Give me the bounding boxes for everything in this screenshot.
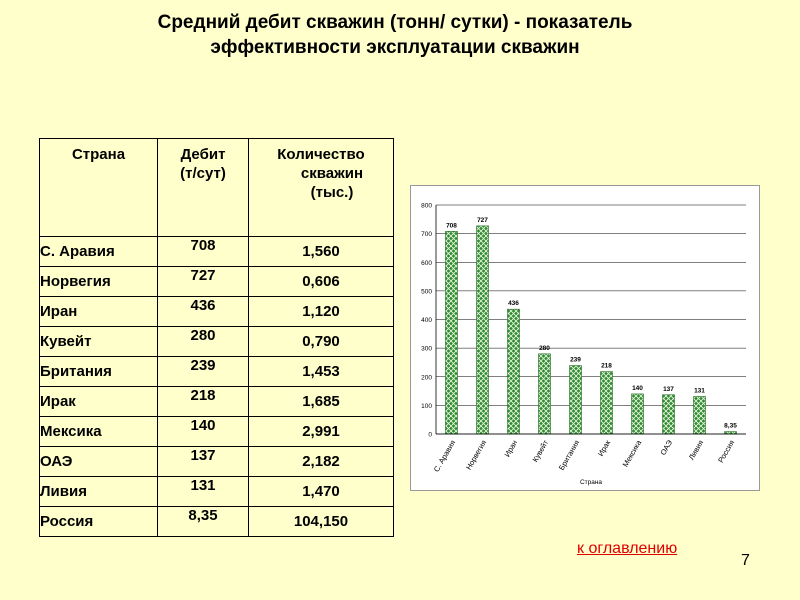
table-row: Британия 239 1,453 bbox=[39, 356, 394, 387]
table-row: Ливия 131 1,470 bbox=[39, 476, 394, 507]
y-tick-label: 600 bbox=[421, 260, 432, 267]
bar bbox=[569, 365, 582, 435]
y-tick-label: 300 bbox=[421, 346, 432, 353]
header-debit-line1: Дебит bbox=[180, 146, 226, 163]
table-row: Россия 8,35 104,150 bbox=[39, 506, 394, 537]
cell-wells: 0,606 bbox=[248, 266, 394, 297]
cell-wells: 104,150 bbox=[248, 506, 394, 537]
data-label: 708 bbox=[446, 222, 457, 229]
cell-wells: 1,120 bbox=[248, 296, 394, 327]
bar bbox=[445, 231, 458, 435]
cell-wells: 1,560 bbox=[248, 236, 394, 267]
bar bbox=[476, 225, 489, 435]
x-tick-label: Ливия bbox=[687, 439, 705, 462]
table-row: Норвегия 727 0,606 bbox=[39, 266, 394, 297]
slide-title: Средний дебит скважин (тонн/ сутки) - по… bbox=[80, 10, 710, 60]
table-row: Ирак 218 1,685 bbox=[39, 386, 394, 417]
data-label: 436 bbox=[508, 300, 519, 307]
header-country: Страна bbox=[39, 138, 158, 237]
cell-wells: 1,470 bbox=[248, 476, 394, 507]
cell-debit: 140 bbox=[157, 416, 249, 447]
bar bbox=[693, 396, 706, 435]
data-label: 131 bbox=[694, 388, 705, 395]
header-wells-line3: (тыс.) bbox=[310, 184, 354, 201]
cell-country: С. Аравия bbox=[39, 236, 158, 267]
header-wells: Количество скважин (тыс.) bbox=[248, 138, 394, 237]
data-label: 727 bbox=[477, 217, 488, 224]
y-tick-label: 400 bbox=[421, 317, 432, 324]
y-tick-label: 0 bbox=[428, 432, 432, 439]
header-wells-line1: Количество bbox=[277, 146, 365, 163]
bar bbox=[507, 308, 520, 435]
cell-debit: 436 bbox=[157, 296, 249, 327]
cell-wells: 2,182 bbox=[248, 446, 394, 477]
table-row: С. Аравия 708 1,560 bbox=[39, 236, 394, 267]
bar-chart: 0 100 200 300 400 500 600 700 800 708 С. Аравия 727… bbox=[410, 185, 760, 491]
cell-debit: 8,35 bbox=[157, 506, 249, 537]
data-label: 218 bbox=[601, 363, 612, 370]
cell-country: Иран bbox=[39, 296, 158, 327]
x-tick-label: Кувейт bbox=[531, 438, 551, 464]
table-row: Мексика 140 2,991 bbox=[39, 416, 394, 447]
cell-country: Россия bbox=[39, 506, 158, 537]
table-row: Иран 436 1,120 bbox=[39, 296, 394, 327]
bar bbox=[662, 394, 675, 435]
y-tick-label: 200 bbox=[421, 374, 432, 381]
x-tick-label: ОАЭ bbox=[658, 438, 674, 457]
table-header-row: Страна Дебит (т/сут) Количество скважин … bbox=[39, 138, 394, 237]
cell-debit: 131 bbox=[157, 476, 249, 507]
x-tick-label: Норвегия bbox=[464, 439, 488, 472]
x-tick-label: Британия bbox=[557, 439, 581, 472]
cell-debit: 239 bbox=[157, 356, 249, 387]
y-tick-label: 500 bbox=[421, 288, 432, 295]
slide-title-line2: эффективности эксплуатации скважин bbox=[210, 37, 580, 58]
cell-country: Мексика bbox=[39, 416, 158, 447]
bar-chart-svg: 0 100 200 300 400 500 600 700 800 708 С. Аравия 727… bbox=[421, 203, 746, 486]
bar bbox=[538, 353, 551, 435]
toc-link[interactable]: к оглавлению bbox=[577, 540, 678, 557]
x-tick-label: Россия bbox=[716, 439, 736, 465]
data-label: 280 bbox=[539, 345, 550, 352]
cell-country: Кувейт bbox=[39, 326, 158, 357]
cell-wells: 0,790 bbox=[248, 326, 394, 357]
cell-wells: 1,685 bbox=[248, 386, 394, 417]
bar bbox=[600, 371, 613, 435]
y-tick-label: 100 bbox=[421, 403, 432, 410]
y-tick-label: 700 bbox=[421, 231, 432, 238]
table-row: ОАЭ 137 2,182 bbox=[39, 446, 394, 477]
cell-wells: 1,453 bbox=[248, 356, 394, 387]
cell-country: ОАЭ bbox=[39, 446, 158, 477]
table-row: Кувейт 280 0,790 bbox=[39, 326, 394, 357]
y-tick-label: 800 bbox=[421, 203, 432, 210]
debit-table: Страна Дебит (т/сут) Количество скважин … bbox=[39, 138, 394, 537]
cell-debit: 137 bbox=[157, 446, 249, 477]
page-number: 7 bbox=[741, 552, 750, 569]
data-label: 8,35 bbox=[724, 423, 737, 430]
cell-country: Британия bbox=[39, 356, 158, 387]
cell-wells: 2,991 bbox=[248, 416, 394, 447]
x-axis-label: Страна bbox=[580, 479, 602, 486]
x-tick-label: Ирак bbox=[596, 438, 613, 458]
cell-debit: 727 bbox=[157, 266, 249, 297]
x-tick-label: Мексика bbox=[621, 438, 644, 469]
header-country-label: Страна bbox=[71, 146, 126, 163]
data-label: 137 bbox=[663, 386, 674, 393]
header-wells-line2: скважин bbox=[300, 165, 364, 182]
cell-country: Норвегия bbox=[39, 266, 158, 297]
bar bbox=[631, 393, 644, 435]
header-debit-line2: (т/сут) bbox=[180, 165, 226, 182]
data-label: 239 bbox=[570, 357, 581, 364]
cell-country: Ирак bbox=[39, 386, 158, 417]
slide-title-line1: Средний дебит скважин (тонн/ сутки) - по… bbox=[157, 12, 633, 33]
cell-debit: 218 bbox=[157, 386, 249, 417]
cell-debit: 280 bbox=[157, 326, 249, 357]
x-tick-label: С. Аравия bbox=[432, 439, 457, 474]
header-debit: Дебит (т/сут) bbox=[157, 138, 249, 237]
cell-debit: 708 bbox=[157, 236, 249, 267]
x-tick-label: Иран bbox=[503, 439, 520, 459]
cell-country: Ливия bbox=[39, 476, 158, 507]
data-label: 140 bbox=[632, 385, 643, 392]
